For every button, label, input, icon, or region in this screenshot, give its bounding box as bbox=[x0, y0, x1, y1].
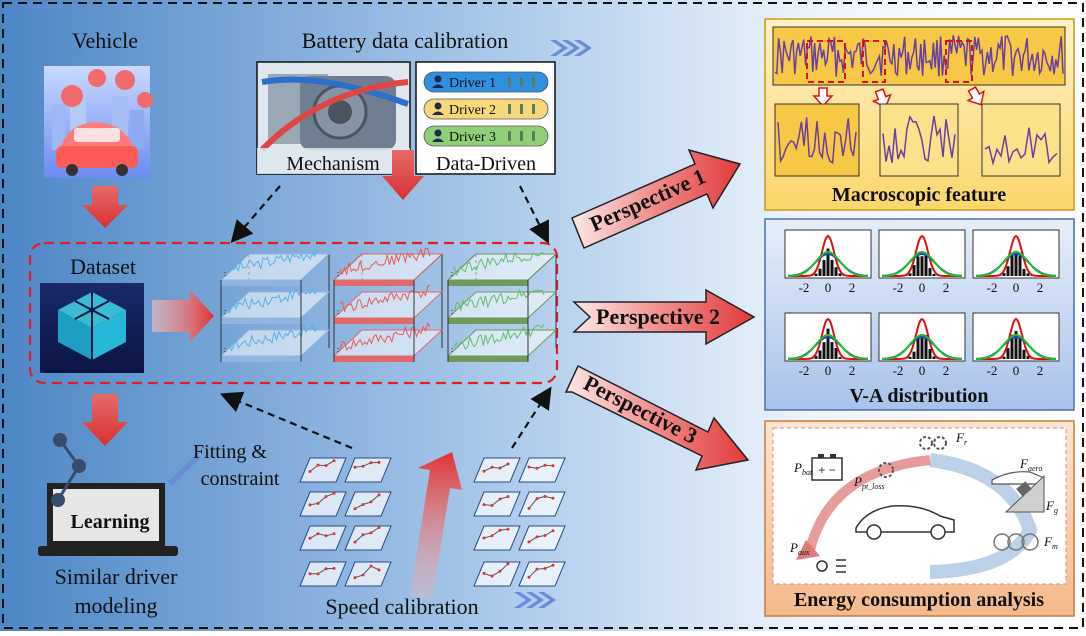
similar-driver-line1: Similar driver bbox=[55, 564, 178, 589]
data-driven-label: Data-Driven bbox=[436, 153, 536, 175]
va-tick-label: 2 bbox=[1037, 363, 1044, 378]
battery-calibration-title: Battery data calibration bbox=[302, 28, 508, 53]
driver-label: Driver 2 bbox=[449, 103, 496, 118]
layer-stacks bbox=[221, 247, 556, 362]
va-tick-label: 2 bbox=[943, 280, 950, 295]
fitting-line2: constraint bbox=[201, 468, 280, 490]
speed-calibration-label: Speed calibration bbox=[325, 594, 478, 619]
macroscopic-feature-label: Macroscopic feature bbox=[832, 184, 1006, 206]
energy-analysis-label: Energy consumption analysis bbox=[794, 589, 1044, 611]
va-tick-label: 0 bbox=[1013, 280, 1020, 295]
va-tick-label: -2 bbox=[799, 280, 810, 295]
driver-label: Driver 3 bbox=[449, 130, 496, 145]
driver-chips: Driver 1 Driver 2 Driver 3 bbox=[424, 72, 548, 146]
perspective2-label: Perspective 2 bbox=[596, 304, 720, 329]
vehicle-icon bbox=[44, 66, 153, 178]
va-tick-label: 0 bbox=[919, 363, 926, 378]
va-tick-label: 0 bbox=[919, 280, 926, 295]
layer-stack bbox=[334, 248, 442, 362]
va-tick-label: 0 bbox=[1013, 363, 1020, 378]
fitting-line1: Fitting & bbox=[193, 441, 267, 463]
driver-label: Driver 1 bbox=[449, 76, 496, 91]
dataset-title: Dataset bbox=[70, 254, 136, 279]
mechanism-label: Mechanism bbox=[286, 153, 380, 175]
user-icon bbox=[435, 76, 442, 83]
va-distribution-label: V-A distribution bbox=[849, 385, 988, 407]
driver-chip: Driver 3 bbox=[424, 126, 548, 146]
va-tick-label: -2 bbox=[893, 280, 904, 295]
learning-label: Learning bbox=[71, 511, 150, 533]
user-icon bbox=[435, 130, 442, 137]
user-icon bbox=[435, 103, 442, 110]
va-tick-label: 2 bbox=[943, 363, 950, 378]
va-tick-label: 2 bbox=[849, 280, 856, 295]
driver-chip: Driver 2 bbox=[424, 99, 548, 119]
svg-text:+ −: + − bbox=[818, 463, 835, 477]
layer-stack bbox=[448, 253, 556, 362]
macro-main-signal bbox=[773, 27, 1065, 85]
battery-icon: + − bbox=[812, 454, 842, 480]
macro-zoom-plots bbox=[775, 104, 1060, 176]
va-tick-label: -2 bbox=[893, 363, 904, 378]
driver-chip: Driver 1 bbox=[424, 72, 548, 92]
va-tick-label: 0 bbox=[825, 363, 832, 378]
va-tick-label: -2 bbox=[987, 363, 998, 378]
similar-driver-line2: modeling bbox=[74, 593, 157, 618]
vehicle-title: Vehicle bbox=[72, 28, 138, 53]
va-tick-label: -2 bbox=[799, 363, 810, 378]
va-tick-label: 2 bbox=[1037, 280, 1044, 295]
va-tick-label: 0 bbox=[825, 280, 832, 295]
va-tick-label: 2 bbox=[849, 363, 856, 378]
server-icon bbox=[40, 283, 144, 373]
va-tick-label: -2 bbox=[987, 280, 998, 295]
